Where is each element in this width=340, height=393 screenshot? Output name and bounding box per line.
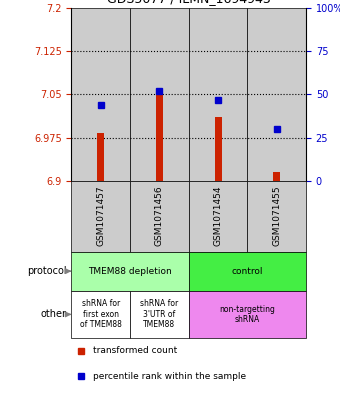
Text: shRNA for
first exon
of TMEM88: shRNA for first exon of TMEM88 — [80, 299, 122, 329]
Text: other: other — [41, 309, 67, 320]
Title: GDS5077 / ILMN_1694943: GDS5077 / ILMN_1694943 — [107, 0, 271, 5]
Bar — [71, 291, 130, 338]
Text: percentile rank within the sample: percentile rank within the sample — [92, 372, 245, 381]
Bar — [189, 181, 247, 252]
Bar — [71, 181, 130, 252]
Bar — [130, 181, 189, 252]
Text: GSM1071457: GSM1071457 — [96, 186, 105, 246]
Bar — [189, 8, 247, 181]
Text: transformed count: transformed count — [92, 346, 177, 355]
Bar — [71, 8, 130, 181]
Text: non-targetting
shRNA: non-targetting shRNA — [219, 305, 275, 324]
Text: protocol: protocol — [27, 266, 67, 276]
Text: GSM1071456: GSM1071456 — [155, 186, 164, 246]
Bar — [130, 291, 189, 338]
Text: GSM1071454: GSM1071454 — [214, 186, 222, 246]
Bar — [97, 133, 104, 181]
Bar — [130, 8, 189, 181]
Text: control: control — [232, 267, 263, 275]
Text: shRNA for
3'UTR of
TMEM88: shRNA for 3'UTR of TMEM88 — [140, 299, 178, 329]
Bar — [71, 252, 189, 291]
Bar — [248, 181, 306, 252]
Text: GSM1071455: GSM1071455 — [272, 186, 281, 246]
Bar — [189, 291, 306, 338]
Bar — [156, 95, 163, 181]
Bar — [189, 252, 306, 291]
Bar — [273, 172, 280, 181]
Bar — [248, 8, 306, 181]
Bar — [215, 118, 222, 181]
Text: TMEM88 depletion: TMEM88 depletion — [88, 267, 172, 275]
